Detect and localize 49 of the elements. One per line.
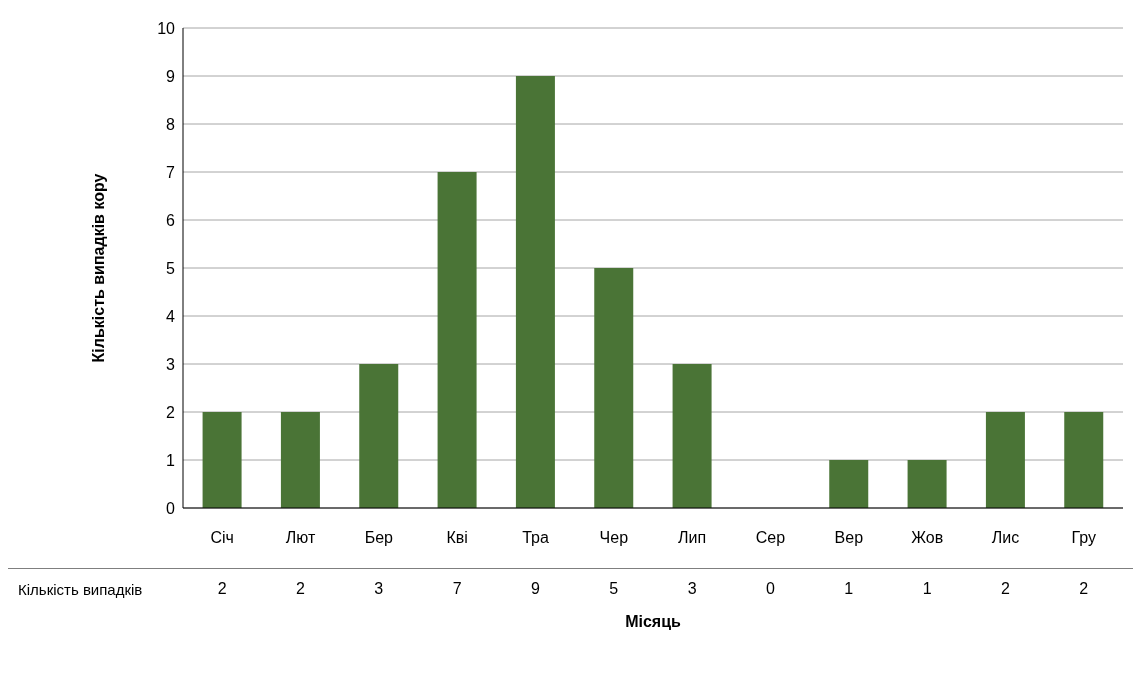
bar [594, 268, 634, 508]
data-label: 0 [765, 580, 776, 598]
data-label: 2 [216, 580, 228, 598]
x-tick-label: Гру [1071, 529, 1097, 547]
bar [202, 412, 242, 508]
data-label: 2 [1000, 580, 1011, 598]
bar [280, 412, 320, 508]
data-label: 3 [373, 580, 385, 598]
y-tick-label: 3 [166, 355, 176, 373]
x-axis-title: Місяць [624, 613, 682, 631]
bar [829, 460, 869, 508]
data-label: 1 [843, 580, 855, 598]
y-tick-label: 10 [157, 19, 176, 37]
y-tick-label: 5 [166, 259, 176, 277]
data-label: 2 [1078, 580, 1090, 598]
bar [437, 172, 477, 508]
bar [1064, 412, 1104, 508]
bar [515, 76, 555, 508]
x-tick-label: Вер [834, 529, 864, 547]
bar [672, 364, 712, 508]
data-label: 3 [686, 580, 698, 598]
x-tick-label: Лют [285, 529, 316, 547]
data-label: 7 [451, 580, 463, 598]
x-tick-label: Лип [678, 529, 707, 547]
y-tick-label: 4 [166, 307, 176, 325]
y-tick-label: 1 [166, 451, 176, 469]
y-tick-label: 6 [166, 211, 176, 229]
text: Кількість випадків [17, 580, 144, 598]
x-tick-label: Чер [599, 529, 629, 547]
y-tick-label: 2 [166, 403, 176, 421]
y-axis-title: Кількість випадків кору [89, 173, 107, 363]
bar [907, 460, 947, 508]
x-tick-label: Жов [911, 529, 944, 547]
y-tick-label: 0 [166, 499, 176, 517]
x-tick-label: Бер [364, 529, 394, 547]
x-tick-label: Тра [522, 529, 549, 547]
data-label: 2 [295, 580, 306, 598]
bar [985, 412, 1025, 508]
data-label: 1 [921, 580, 933, 598]
data-label: 5 [608, 580, 620, 598]
x-tick-label: Сер [755, 529, 786, 547]
x-tick-label: Лис [991, 529, 1020, 547]
x-tick-label: Січ [210, 529, 234, 547]
y-tick-label: 8 [166, 115, 176, 133]
data-label: 9 [530, 580, 541, 598]
x-tick-label: Кві [446, 529, 468, 547]
y-tick-label: 9 [166, 67, 176, 85]
bar [359, 364, 399, 508]
y-tick-label: 7 [166, 163, 176, 181]
